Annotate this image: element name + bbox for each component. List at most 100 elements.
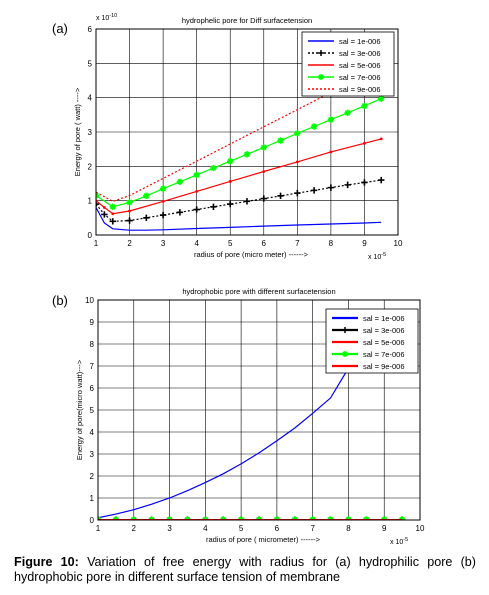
panel-a-x-tick-label-5: 6 bbox=[262, 239, 267, 248]
panel-a-y-tick-label-5: 5 bbox=[88, 59, 93, 68]
panel-a-axes-frame bbox=[95, 28, 399, 236]
panel-a-series-1-point-1 bbox=[101, 211, 108, 218]
panel-a-series-3-point-10 bbox=[260, 144, 267, 151]
panel-a-series-2-point-4 bbox=[161, 199, 165, 203]
panel-a-series-3-point-17 bbox=[378, 95, 385, 102]
panel-a-series-line-3 bbox=[96, 98, 382, 208]
panel-b-y-tick-label-1: 1 bbox=[90, 494, 95, 503]
panel-b-y-tick-label-9: 9 bbox=[90, 318, 95, 327]
panel-a-series-1-point-18 bbox=[378, 176, 385, 184]
panel-a-series-line-2 bbox=[96, 138, 382, 215]
panel-a-legend-label-3: sal = 7e-006 bbox=[339, 73, 381, 82]
panel-a-y-tick-label-6: 6 bbox=[88, 25, 93, 34]
caption-text: Variation of free energy with radius for… bbox=[14, 555, 476, 584]
panel-a-series-3-point-1 bbox=[109, 203, 116, 211]
panel-b-y-axis-label: Energy of pore(micro watt)---> bbox=[75, 359, 84, 460]
panel-b-legend-marker-3 bbox=[342, 351, 348, 357]
panel-b-y-tick-label-3: 3 bbox=[90, 450, 95, 459]
panel-b-legend-label-1: sal = 3e-006 bbox=[363, 326, 405, 335]
panel-a-y-tick-label-1: 1 bbox=[88, 197, 93, 206]
panel-a-series-1-point-0 bbox=[96, 200, 100, 208]
panel-a-series-3-point-8 bbox=[227, 157, 234, 165]
panel-a-series-1-point-10 bbox=[243, 198, 251, 205]
panel-b-y-tick-label-8: 8 bbox=[90, 340, 95, 349]
panel-a-series-3-point-11 bbox=[277, 137, 284, 144]
panel-b-y-tick-label-0: 0 bbox=[90, 516, 95, 525]
panel-a-series-group bbox=[96, 79, 385, 231]
panel-b-x-tick-label-2: 3 bbox=[167, 524, 172, 533]
panel-b-x-tick-label-8: 9 bbox=[382, 524, 387, 533]
panel-a-series-3-point-9 bbox=[243, 151, 251, 158]
panel-a-series-1-point-4 bbox=[143, 214, 150, 222]
panel-a-series-2-point-5 bbox=[195, 189, 199, 193]
panel-a-legend-box bbox=[301, 31, 395, 97]
panel-a-series-2-point-9 bbox=[329, 150, 333, 154]
panel-a-series-2-point-7 bbox=[262, 170, 266, 173]
panel-a-panel-letter: (a) bbox=[52, 21, 68, 36]
panel-a-series-2-point-11 bbox=[379, 137, 383, 141]
panel-a-series-2-point-3 bbox=[128, 209, 131, 213]
panel-a-legend-label-1: sal = 3e-006 bbox=[339, 49, 381, 58]
panel-a-series-3-point-14 bbox=[327, 116, 335, 123]
panel-b-axes-frame bbox=[97, 299, 421, 521]
panel-b-x-tick-label-6: 7 bbox=[310, 524, 315, 533]
panel-b-legend-label-2: sal = 5e-006 bbox=[363, 338, 405, 347]
caption-label: Figure 10: bbox=[14, 555, 79, 569]
panel-a-legend-marker-1 bbox=[318, 50, 324, 56]
panel-a-x-tick-label-4: 5 bbox=[228, 239, 233, 248]
panel-a-series-1-point-14 bbox=[310, 187, 318, 194]
panel-a-series-1-point-5 bbox=[159, 211, 167, 219]
panel-a-series-3-point-3 bbox=[143, 192, 150, 200]
panel-a-series-2-point-1 bbox=[102, 206, 106, 209]
panel-a-series-3-point-2 bbox=[126, 199, 133, 206]
panel-a-x-axis-label: radius of pore (micro meter) ------> bbox=[194, 250, 309, 259]
panel-b-y-tick-label-10: 10 bbox=[85, 296, 94, 305]
panel-a-series-2-point-2 bbox=[111, 212, 115, 216]
panel-a-x-tick-label-7: 8 bbox=[329, 239, 334, 248]
panel-b-x-tick-label-1: 2 bbox=[132, 524, 137, 533]
panel-a-x-tick-label-2: 3 bbox=[161, 239, 166, 248]
panel-a-y-tick-label-3: 3 bbox=[88, 128, 93, 137]
panel-a-series-2-point-10 bbox=[363, 141, 366, 145]
panel-a-y-tick-label-2: 2 bbox=[88, 162, 93, 171]
panel-a-x-tick-label-9: 10 bbox=[394, 239, 403, 248]
panel-b-x-axis-label: radius of pore ( micrometer) ------> bbox=[206, 535, 321, 544]
panel-b-legend-label-4: sal = 9e-006 bbox=[363, 362, 405, 371]
panel-a-y-tick-label-4: 4 bbox=[88, 94, 93, 103]
panel-a-x-exponent: x 10-5 bbox=[368, 252, 386, 261]
panel-a-y-tick-label-0: 0 bbox=[88, 231, 93, 240]
panel-a-series-3-point-15 bbox=[344, 109, 351, 116]
panel-b-x-tick-label-0: 1 bbox=[96, 524, 101, 533]
panel-a-series-3-point-5 bbox=[176, 178, 184, 185]
panel-a-legend-label-2: sal = 5e-006 bbox=[339, 61, 381, 70]
panel-b-y-tick-label-7: 7 bbox=[90, 362, 95, 371]
panel-a-legend-marker-3 bbox=[318, 74, 324, 80]
panel-a-title: hydrophelic pore for Diff surfacetension bbox=[182, 16, 312, 25]
panel-b-x-exponent: x 10-5 bbox=[390, 537, 408, 546]
panel-a-series-line-0 bbox=[96, 207, 382, 231]
panel-a-series-1-point-7 bbox=[193, 206, 200, 213]
panel-b-legend-label-0: sal = 1e-006 bbox=[363, 314, 405, 323]
panel-a-series-3-point-13 bbox=[310, 123, 318, 130]
panel-b-y-tick-label-2: 2 bbox=[90, 472, 95, 481]
panel-a-series-1-point-15 bbox=[327, 184, 335, 191]
figure-caption: Figure 10: Variation of free energy with… bbox=[14, 555, 476, 585]
panel-a-series-3-point-12 bbox=[294, 130, 301, 137]
panel-a-series-line-4 bbox=[96, 79, 352, 203]
panel-a-series-3-point-7 bbox=[210, 164, 217, 172]
panel-a-x-tick-label-6: 7 bbox=[295, 239, 300, 248]
panel-a-series-1-point-11 bbox=[260, 195, 267, 202]
panel-b-y-tick-label-4: 4 bbox=[90, 428, 95, 437]
panel-a-series-1-point-3 bbox=[126, 217, 133, 224]
panel-a-legend-label-0: sal = 1e-006 bbox=[339, 37, 381, 46]
panel-a-x-tick-label-8: 9 bbox=[362, 239, 367, 248]
panel-a-series-1-point-8 bbox=[210, 203, 217, 211]
panel-a-series-1-point-17 bbox=[361, 179, 368, 186]
panel-a-series-3-point-4 bbox=[159, 185, 167, 192]
panel-a-x-tick-label-1: 2 bbox=[127, 239, 132, 248]
panel-a-y-exponent: x 10-10 bbox=[96, 13, 117, 22]
panel-b-panel-letter: (b) bbox=[52, 293, 68, 308]
panel-a-x-tick-label-0: 1 bbox=[94, 239, 99, 248]
panel-a-series-1-point-6 bbox=[176, 209, 184, 216]
